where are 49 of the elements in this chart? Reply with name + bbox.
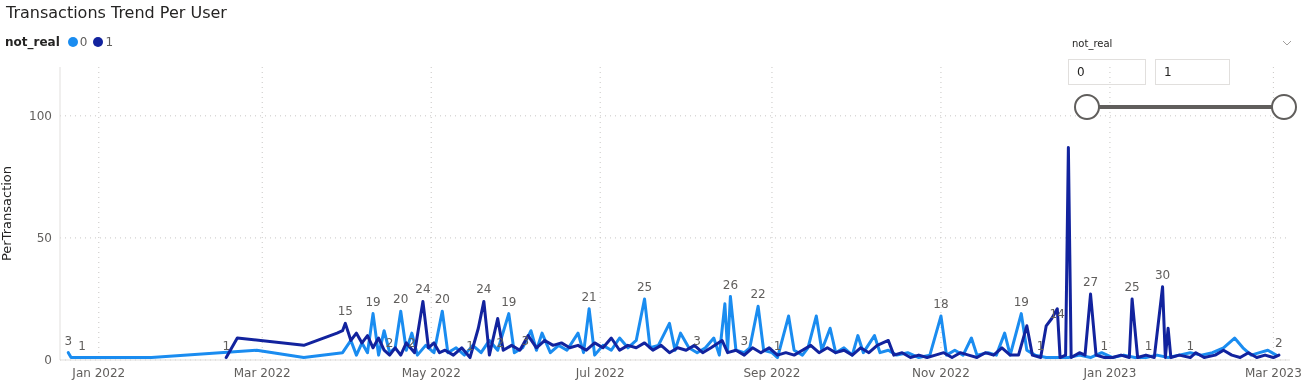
data-label: 22 [750, 287, 766, 302]
y-tick-label: 0 [44, 353, 52, 368]
data-label: 20 [393, 292, 409, 307]
data-label: 19 [501, 294, 517, 309]
x-tick-label: Nov 2022 [912, 365, 970, 380]
data-label: 2 [1275, 336, 1283, 351]
legend-title: not_real [5, 35, 60, 49]
data-label: 1 [1036, 338, 1045, 353]
data-label: 30 [1154, 267, 1171, 282]
data-label: 18 [933, 297, 949, 312]
chart-title: Transactions Trend Per User [6, 3, 227, 22]
data-label: 14 [1049, 306, 1065, 321]
data-label: 1 [1144, 338, 1153, 353]
x-tick-label: Jul 2022 [574, 365, 625, 380]
annotation: 1 [1155, 59, 1230, 85]
data-label: 19 [365, 294, 381, 309]
data-label: 27 [1082, 275, 1099, 290]
legend-label: 0 [79, 35, 88, 49]
data-label: 15 [337, 304, 353, 319]
data-label: 19 [1013, 294, 1029, 309]
y-tick-label: 100 [29, 109, 52, 124]
data-label: 26 [722, 277, 739, 292]
x-tick-label: Mar 2023 [1244, 365, 1302, 380]
data-label: 1 [1100, 338, 1109, 353]
data-label: 3 [693, 333, 701, 348]
text: not_real [1072, 38, 1113, 49]
x-tick-label: Sep 2022 [743, 365, 801, 380]
annotation: 0 [1068, 59, 1146, 85]
data-label: 2 [496, 336, 505, 351]
x-tick-label: Jan 2022 [71, 365, 126, 380]
data-label: 2 [407, 336, 416, 351]
data-label: 3 [740, 333, 749, 348]
data-label: 1 [1186, 338, 1195, 353]
data-label: 3 [64, 333, 73, 348]
y-tick-label: 50 [36, 231, 52, 246]
data-label: 20 [434, 292, 450, 307]
data-label: 24 [476, 282, 492, 297]
x-tick-label: Mar 2022 [233, 365, 291, 380]
data-label: 24 [415, 282, 431, 297]
data-label: 25 [636, 279, 653, 294]
data-label: 1 [222, 338, 231, 353]
data-label: 1 [78, 338, 86, 353]
y-axis-title: PerTransaction [0, 165, 14, 262]
x-tick-label: Jan 2023 [1082, 365, 1137, 380]
legend-label: 1 [105, 35, 114, 49]
data-label: 25 [1124, 279, 1140, 294]
data-label: 21 [581, 289, 597, 304]
line-series [224, 146, 1281, 360]
x-tick-label: May 2022 [401, 365, 461, 380]
